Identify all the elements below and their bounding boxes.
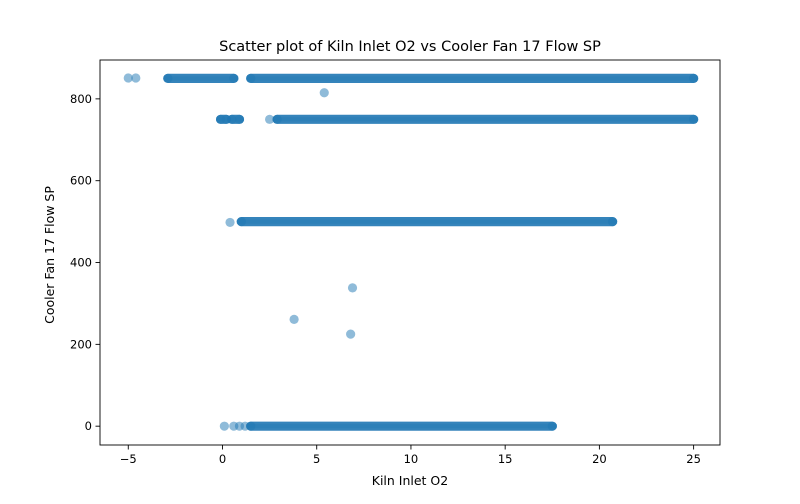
y-tick-label: 800 <box>70 92 92 106</box>
scatter-point <box>272 114 282 124</box>
scatter-band-0-0 <box>163 73 239 84</box>
scatter-point <box>225 217 235 228</box>
scatter-point <box>547 421 557 431</box>
scatter-band-core-0-1 <box>246 76 699 81</box>
scatter-point <box>229 73 239 84</box>
scatter-point <box>289 314 299 324</box>
scatter-band-2-0 <box>236 217 618 227</box>
plot-area <box>123 73 699 431</box>
x-tick-label: 20 <box>592 452 607 466</box>
scatter-point <box>347 283 358 293</box>
scatter-band-core-2-0 <box>236 219 618 224</box>
scatter-point <box>689 114 699 124</box>
scatter-band-core-0-0 <box>163 76 239 81</box>
y-tick-label: 200 <box>70 337 92 351</box>
x-tick-label: 10 <box>404 452 419 466</box>
x-tick-label: 5 <box>313 452 320 466</box>
scatter-point <box>346 329 356 339</box>
scatter-point <box>227 114 237 124</box>
scatter-point <box>131 73 141 83</box>
scatter-point <box>163 73 173 84</box>
x-tick-label: 25 <box>686 452 701 466</box>
y-tick-label: 0 <box>85 419 92 433</box>
scatter-band-core-1-2 <box>272 117 699 122</box>
scatter-point <box>319 88 329 98</box>
scatter-point <box>246 73 256 84</box>
scatter-band-core-3-0 <box>246 424 557 429</box>
axes-frame <box>99 59 721 446</box>
x-axis-label: Kiln Inlet O2 <box>372 473 448 488</box>
y-axis-label: Cooler Fan 17 Flow SP <box>42 186 57 324</box>
x-tick-label: 0 <box>219 452 226 466</box>
scatter-point <box>240 421 250 431</box>
scatter-point <box>607 217 618 227</box>
scatter-point <box>236 217 246 227</box>
axes: −5 0 5 10 15 20 25 0 200 400 600 800 <box>70 59 721 466</box>
scatter-band-3-0 <box>246 421 557 431</box>
y-tick-label: 400 <box>70 256 92 270</box>
scatter-point <box>689 73 699 84</box>
x-tick-label: 15 <box>498 452 513 466</box>
chart-title: Scatter plot of Kiln Inlet O2 vs Cooler … <box>219 39 601 55</box>
x-tick-label: −5 <box>120 452 137 466</box>
data-points <box>123 73 699 431</box>
y-tick-label: 600 <box>70 174 92 188</box>
scatter-point <box>123 73 133 83</box>
scatter-point <box>234 114 245 124</box>
scatter-point <box>265 114 275 124</box>
scatter-point <box>219 421 229 431</box>
scatter-band-1-2 <box>272 114 699 124</box>
scatter-band-0-1 <box>246 73 699 84</box>
